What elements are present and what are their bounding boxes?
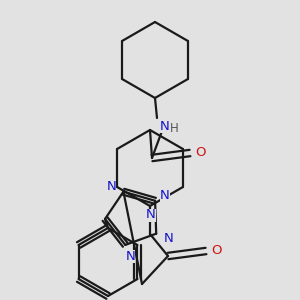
Text: O: O <box>196 146 206 160</box>
Text: N: N <box>106 180 116 193</box>
Text: N: N <box>160 119 170 133</box>
Text: N: N <box>146 208 156 221</box>
Text: N: N <box>160 189 170 202</box>
Text: H: H <box>169 122 178 136</box>
Text: N: N <box>163 232 173 245</box>
Text: N: N <box>125 250 135 263</box>
Text: O: O <box>212 244 222 257</box>
